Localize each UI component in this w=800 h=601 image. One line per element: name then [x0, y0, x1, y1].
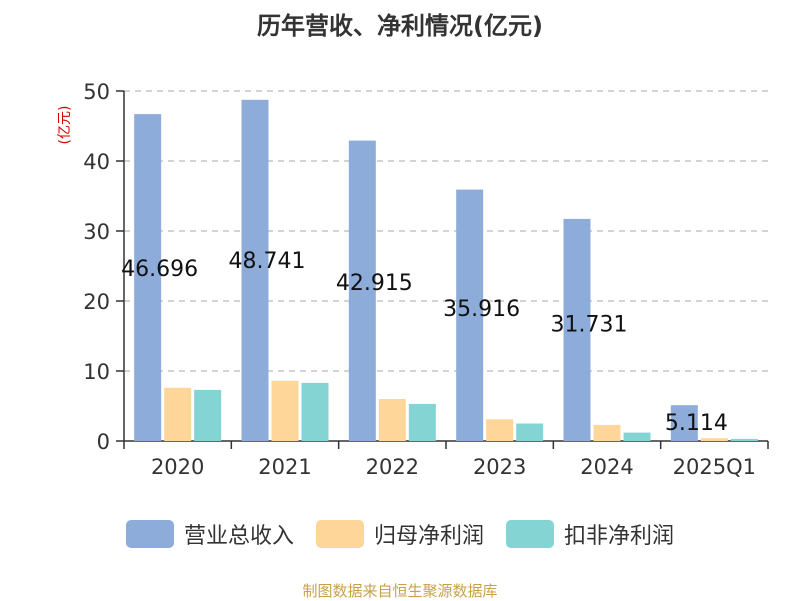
- x-tick-label: 2023: [473, 455, 526, 479]
- y-tick-label: 0: [97, 430, 110, 454]
- chart-title: 历年营收、净利情况(亿元): [257, 12, 543, 40]
- data-label-revenue: 5.114: [665, 411, 728, 436]
- data-label-revenue: 46.696: [121, 257, 198, 282]
- bar-revenue: [563, 218, 591, 441]
- data-label-revenue: 48.741: [229, 249, 306, 274]
- data-label-revenue: 35.916: [443, 297, 520, 322]
- legend-label-revenue: 营业总收入: [183, 524, 294, 549]
- legend-swatch-adjusted-net-profit: [506, 520, 554, 548]
- legend-swatch-net-profit: [315, 520, 364, 548]
- x-tick-label: 2020: [151, 455, 204, 479]
- bar-adjusted-net-profit: [516, 423, 544, 441]
- x-tick-label: 2024: [580, 455, 633, 479]
- legend-item-adjusted-net-profit[interactable]: 扣非净利润: [506, 518, 674, 550]
- y-tick-label: 30: [83, 220, 110, 244]
- legend-label-net-profit: 归母净利润: [373, 524, 484, 549]
- bar-net-profit: [164, 387, 192, 441]
- bar-adjusted-net-profit: [623, 432, 651, 441]
- y-tick-label: 10: [83, 360, 110, 384]
- x-tick-label: 2021: [258, 455, 311, 479]
- bar-net-profit: [271, 380, 299, 441]
- data-label-revenue: 42.915: [336, 271, 413, 296]
- bar-adjusted-net-profit: [408, 403, 436, 441]
- bar-net-profit: [700, 438, 728, 441]
- bar-net-profit: [593, 424, 621, 441]
- bar-revenue: [134, 114, 162, 442]
- data-label-revenue: 31.731: [551, 312, 628, 337]
- legend-item-revenue[interactable]: 营业总收入: [125, 518, 294, 550]
- bar-revenue: [348, 140, 376, 441]
- legend-swatch-revenue: [125, 520, 174, 548]
- y-tick-label: 40: [83, 150, 110, 174]
- x-tick-label: 2025Q1: [673, 455, 756, 479]
- x-tick-label: 2022: [366, 455, 419, 479]
- y-tick-label: 50: [83, 80, 110, 104]
- bar-adjusted-net-profit: [194, 389, 222, 441]
- source-note: 制图数据来自恒生聚源数据库: [302, 582, 498, 600]
- legend: 营业总收入 归母净利润 扣非净利润: [0, 516, 800, 552]
- bar-net-profit: [486, 419, 514, 441]
- legend-label-adjusted-net-profit: 扣非净利润: [564, 524, 675, 549]
- legend-item-net-profit[interactable]: 归母净利润: [315, 518, 484, 550]
- bar-revenue: [456, 189, 484, 441]
- y-tick-label: 20: [83, 290, 110, 314]
- bar-revenue: [241, 99, 269, 442]
- bar-adjusted-net-profit: [730, 438, 758, 441]
- bar-net-profit: [378, 399, 406, 441]
- bar-adjusted-net-profit: [301, 382, 329, 441]
- bar-revenue: [670, 405, 698, 441]
